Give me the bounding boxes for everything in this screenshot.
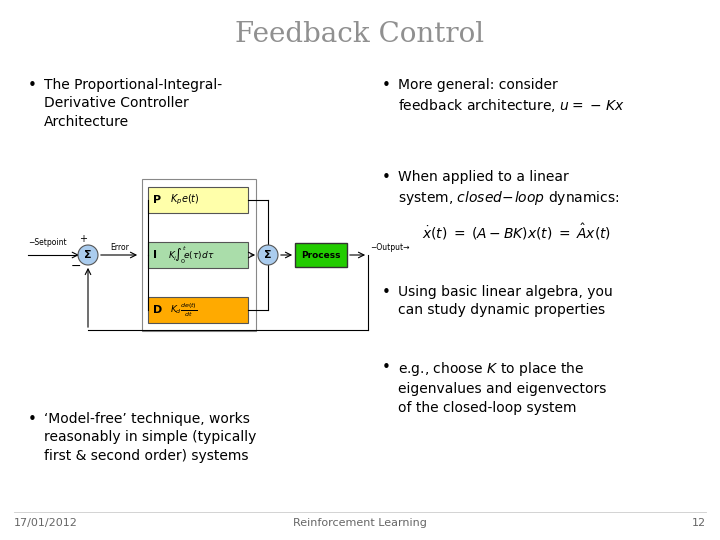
Text: 12: 12	[692, 518, 706, 528]
Text: Using basic linear algebra, you
can study dynamic properties: Using basic linear algebra, you can stud…	[398, 285, 613, 318]
Text: −Setpoint: −Setpoint	[28, 238, 67, 247]
Bar	[142, 179, 256, 331]
Bar	[295, 243, 347, 267]
Text: The Proportional-Integral-
Derivative Controller
Architecture: The Proportional-Integral- Derivative Co…	[44, 78, 222, 129]
Text: •: •	[28, 78, 37, 93]
Text: Σ: Σ	[264, 250, 272, 260]
Text: Feedback Control: Feedback Control	[235, 22, 485, 49]
Text: •: •	[28, 412, 37, 427]
Bar	[148, 297, 248, 323]
Text: D: D	[153, 305, 162, 315]
Text: $K_p e(t)$: $K_p e(t)$	[170, 193, 199, 207]
Text: $\dot{x}(t) \;=\; (A - BK)x(t) \;=\; \hat{A}x(t)$: $\dot{x}(t) \;=\; (A - BK)x(t) \;=\; \ha…	[422, 222, 611, 242]
Text: Reinforcement Learning: Reinforcement Learning	[293, 518, 427, 528]
Text: When applied to a linear
system, $\mathit{closed\!-\!loop}$ dynamics:: When applied to a linear system, $\mathi…	[398, 170, 620, 207]
Text: −Output→: −Output→	[370, 243, 410, 252]
Circle shape	[258, 245, 278, 265]
Text: $K_i\!\int_0^t\!e(\tau)d\tau$: $K_i\!\int_0^t\!e(\tau)d\tau$	[168, 244, 215, 266]
Text: I: I	[153, 250, 157, 260]
Text: •: •	[382, 78, 391, 93]
Text: −: −	[71, 260, 81, 273]
Bar	[148, 242, 248, 268]
Text: Process: Process	[301, 251, 341, 260]
Text: ‘Model-free’ technique, works
reasonably in simple (typically
first & second ord: ‘Model-free’ technique, works reasonably…	[44, 412, 256, 463]
Text: 17/01/2012: 17/01/2012	[14, 518, 78, 528]
Text: Error: Error	[111, 243, 130, 252]
Text: e.g., choose $K$ to place the
eigenvalues and eigenvectors
of the closed-loop sy: e.g., choose $K$ to place the eigenvalue…	[398, 360, 606, 415]
Text: Σ: Σ	[84, 250, 92, 260]
Text: More general: consider
feedback architecture, $u=$ $-$ $Kx$: More general: consider feedback architec…	[398, 78, 625, 114]
Text: +: +	[79, 234, 87, 244]
Text: P: P	[153, 195, 161, 205]
Circle shape	[78, 245, 98, 265]
Bar	[148, 187, 248, 213]
Text: $K_d\frac{de(t)}{dt}$: $K_d\frac{de(t)}{dt}$	[170, 301, 197, 319]
Text: •: •	[382, 360, 391, 375]
Text: •: •	[382, 285, 391, 300]
Text: •: •	[382, 170, 391, 185]
